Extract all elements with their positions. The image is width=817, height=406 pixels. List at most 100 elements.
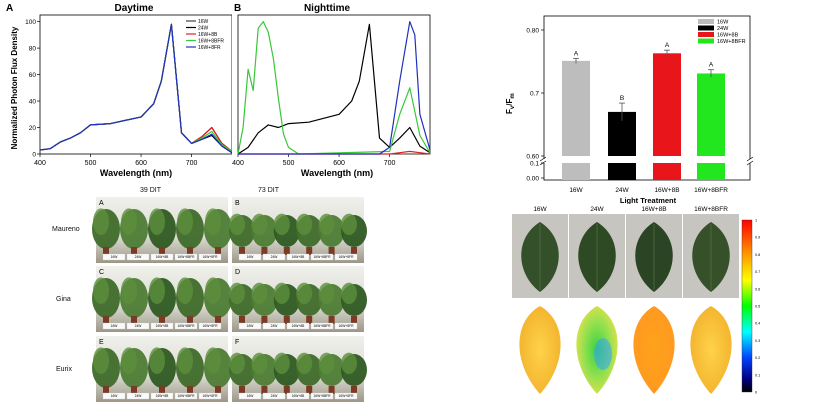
plant-photos: 16W 24W 16W+8B 16W+8BFR 16W+8FR A 16W 24W 16W+8B…: [92, 197, 367, 402]
plant-pot: [159, 247, 165, 255]
color-scale-tick: 0.8: [755, 253, 760, 257]
bar-lower: [653, 163, 681, 180]
y-tick-label: 40: [29, 99, 37, 106]
category-label: 16W+8BFR: [694, 187, 728, 194]
treatment-tag: [126, 253, 150, 261]
plant-photo-a: 16W 24W 16W+8B 16W+8BFR 16W+8FR A: [92, 197, 232, 263]
treatment-tag-label: 16W+8B: [156, 324, 170, 328]
treatment-tag: [126, 392, 150, 400]
treatment-tag-label: 16W+8BFR: [313, 394, 331, 398]
plant-leaf: [229, 213, 245, 235]
color-scale-tick: 0.7: [755, 270, 760, 274]
plant-leaf: [318, 213, 335, 235]
bar-lower: [697, 163, 725, 180]
y-tick-label: 0.60: [526, 154, 539, 161]
y-tick-label: 0.1: [530, 161, 539, 168]
axis-break-mark: [746, 156, 754, 162]
treatment-tag: [150, 322, 174, 330]
category-label: 16W+8B: [654, 187, 679, 194]
x-tick-label: 700: [384, 160, 396, 167]
treatment-tag: [102, 392, 126, 400]
treatment-tag-label: 16W: [111, 255, 119, 259]
plant-pot: [261, 247, 268, 255]
plant-pot: [328, 316, 335, 324]
treatment-tag: [238, 253, 262, 261]
category-label: 24W: [615, 187, 629, 194]
x-tick-label: 500: [283, 160, 295, 167]
plant-leaf: [296, 213, 313, 235]
treatment-tag: [310, 322, 334, 330]
plant-pot: [215, 386, 221, 394]
plant-leaf: [251, 282, 268, 304]
treatment-tag: [334, 253, 358, 261]
fvfm-plot-area: 0.80 0.7 0.600.1 0.00 A 16W B 24W A 16W+8B A 16W+8B…: [526, 15, 754, 194]
significance-letter: A: [709, 62, 714, 69]
series-line-16w: [237, 23, 431, 155]
plant-photo-e: 16W 24W 16W+8B 16W+8BFR 16W+8FR E: [92, 336, 232, 402]
fluorescence-leaf: [690, 306, 732, 394]
plant-photo-b: 16W 24W 16W+8B 16W+8BFR 16W+8FR B: [229, 197, 367, 263]
row-label-gina: Gina: [56, 296, 71, 303]
plant-leaf: [273, 213, 290, 235]
treatment-tag: [286, 253, 310, 261]
treatment-tag-label: 16W+8BFR: [177, 324, 195, 328]
treatment-tag: [334, 392, 358, 400]
treatment-tag-label: 24W: [271, 324, 279, 328]
plant-pot: [351, 316, 357, 324]
treatment-tag: [150, 253, 174, 261]
plant-leaf: [93, 347, 109, 374]
plant-leaf: [251, 213, 268, 235]
treatment-tag: [310, 253, 334, 261]
fvfm-bar-chart: Fv/Fm 0.80 0.7 0.600.1 0.00 A 16W B 24W A 16W+8B A…: [505, 15, 754, 204]
plant-leaf: [121, 277, 137, 304]
plant-leaf: [229, 282, 245, 304]
legend-label: 16W: [717, 20, 729, 26]
plant-leaf: [93, 208, 109, 235]
treatment-tag: [126, 322, 150, 330]
plant-pot: [239, 316, 245, 324]
treatment-tag-label: 16W+8BFR: [177, 394, 195, 398]
nighttime-title: Nighttime: [304, 3, 351, 14]
y-tick-label: 0: [32, 152, 36, 159]
treatment-tag: [102, 253, 126, 261]
panel-letter: B: [235, 200, 240, 207]
treatment-tag-label: 16W: [247, 324, 255, 328]
leaf-imaging-figure: 16W 24W 16W+8B 16W+8BFR 1 0.9 0.8 0.7 0.6 0.5 0.4 0…: [512, 204, 762, 398]
treatment-tag-label: 16W+8FR: [203, 394, 219, 398]
treatment-tag-label: 16W: [111, 324, 119, 328]
plant-pot: [239, 386, 245, 394]
plant-pot: [131, 316, 137, 324]
treatment-tag: [198, 322, 222, 330]
x-tick-label: 600: [333, 160, 345, 167]
plant-pot: [159, 316, 165, 324]
panel-letter: F: [235, 339, 239, 346]
nighttime-chart: B Nighttime 400 500 600 700 Wavelength (nm): [232, 3, 431, 178]
color-scale-tick: 0.4: [755, 322, 760, 326]
plant-leaf: [177, 347, 193, 374]
plant-photo-f: 16W 24W 16W+8B 16W+8BFR 16W+8FR F: [229, 336, 367, 402]
plant-pot: [283, 316, 290, 324]
plant-pot: [328, 247, 335, 255]
plant-pot: [261, 386, 268, 394]
significance-letter: A: [665, 42, 670, 49]
plant-leaf: [121, 208, 137, 235]
treatment-tag-label: 24W: [271, 255, 279, 259]
legend-label: 16W+8BFR: [198, 39, 224, 45]
plant-leaf: [251, 352, 268, 374]
fluorescence-low-spot: [594, 338, 612, 370]
treatment-tag-label: 24W: [135, 255, 143, 259]
plant-pot: [306, 386, 313, 394]
series-line-16w-8fr: [238, 21, 431, 155]
legend-label: 16W+8BFR: [717, 39, 746, 45]
plant-pot: [306, 316, 313, 324]
significance-letter: B: [620, 95, 624, 102]
treatment-tag: [174, 322, 198, 330]
plant-leaf: [205, 347, 221, 374]
treatment-tag-label: 24W: [271, 394, 279, 398]
bar-frame: [543, 15, 751, 181]
panel-letter: D: [235, 269, 240, 276]
plant-photo-figure: 39 DIT 73 DIT Maureno Gina Eurix 16W 24W 1…: [0, 184, 390, 406]
panel-b-letter: B: [234, 3, 241, 14]
plant-leaf: [93, 277, 109, 304]
treatment-tag: [150, 392, 174, 400]
